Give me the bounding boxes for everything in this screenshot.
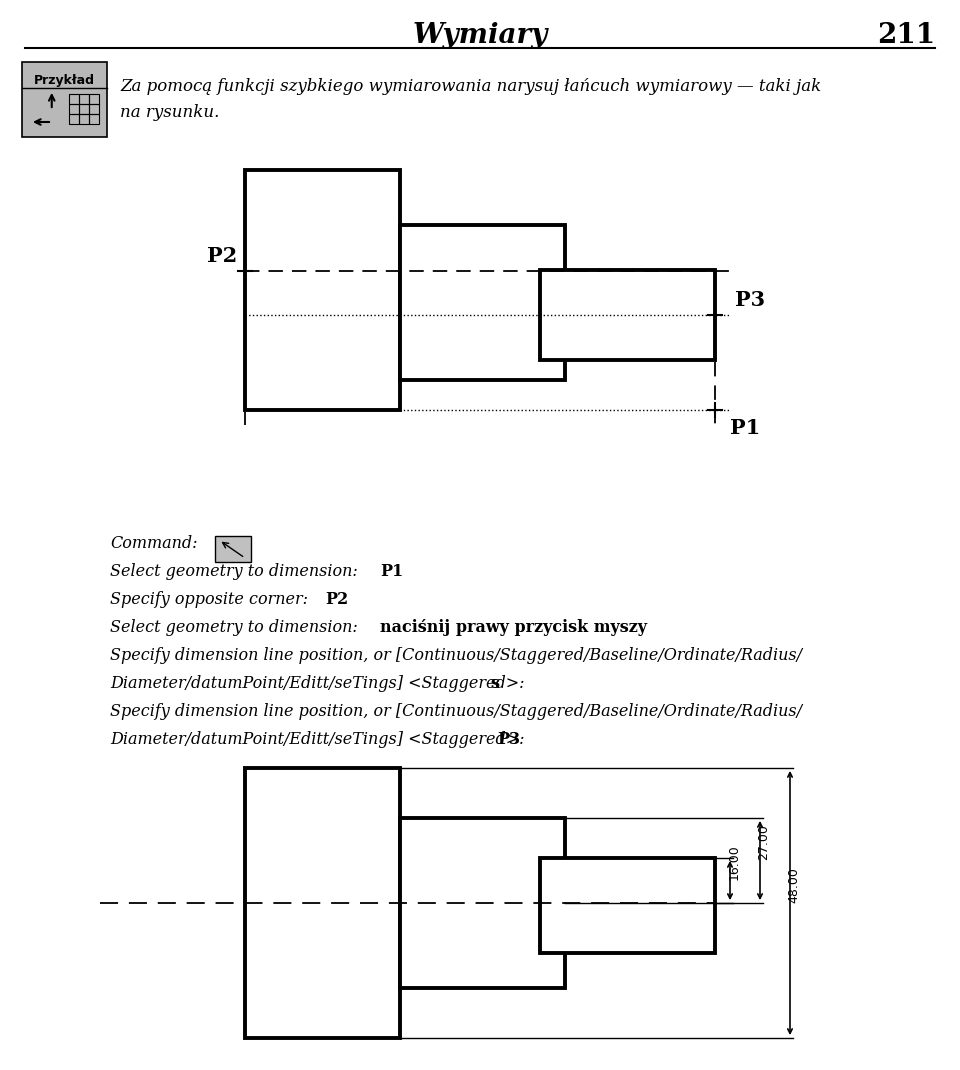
- Text: P1: P1: [730, 418, 760, 438]
- Text: Select geometry to dimension:: Select geometry to dimension:: [110, 620, 363, 636]
- Text: P1: P1: [380, 563, 403, 580]
- Bar: [540, 858, 715, 953]
- Text: Diameter/datumPoint/Editt/seTings] <Staggered>:: Diameter/datumPoint/Editt/seTings] <Stag…: [110, 675, 524, 692]
- Text: Command:: Command:: [110, 535, 198, 552]
- Bar: [69, 104, 79, 114]
- Bar: [79, 104, 88, 114]
- Text: Wymiary: Wymiary: [413, 22, 547, 49]
- Bar: [88, 104, 99, 114]
- Text: na rysunku.: na rysunku.: [120, 104, 220, 121]
- Bar: [540, 270, 715, 360]
- Bar: [400, 225, 565, 380]
- Text: Diameter/datumPoint/Editt/seTings] <Staggered>:: Diameter/datumPoint/Editt/seTings] <Stag…: [110, 731, 530, 748]
- Bar: [215, 536, 251, 562]
- Bar: [88, 114, 99, 124]
- Text: 16.00: 16.00: [728, 844, 740, 881]
- Bar: [69, 94, 79, 104]
- Text: P2: P2: [206, 246, 237, 265]
- Text: P2: P2: [325, 591, 348, 608]
- Text: s: s: [490, 675, 499, 692]
- Bar: [245, 170, 400, 410]
- Bar: [79, 114, 88, 124]
- Bar: [245, 768, 400, 1038]
- Bar: [79, 94, 88, 104]
- Text: 48.00: 48.00: [787, 867, 801, 903]
- Bar: [88, 94, 99, 104]
- Text: Select geometry to dimension:: Select geometry to dimension:: [110, 563, 363, 580]
- Text: P3: P3: [735, 290, 765, 310]
- Text: Przykład: Przykład: [34, 74, 95, 87]
- Text: 27.00: 27.00: [757, 825, 771, 860]
- Bar: [69, 114, 79, 124]
- Text: Za pomocą funkcji szybkiego wymiarowania narysuj łańcuch wymiarowy — taki jak: Za pomocą funkcji szybkiego wymiarowania…: [120, 78, 821, 95]
- Text: Specify dimension line position, or [Continuous/Staggered/Baseline/Ordinate/Radi: Specify dimension line position, or [Con…: [110, 647, 802, 664]
- Text: Specify dimension line position, or [Continuous/Staggered/Baseline/Ordinate/Radi: Specify dimension line position, or [Con…: [110, 703, 802, 720]
- Text: naciśnij prawy przycisk myszy: naciśnij prawy przycisk myszy: [380, 620, 647, 636]
- Text: Specify opposite corner:: Specify opposite corner:: [110, 591, 313, 608]
- Text: P3: P3: [497, 731, 520, 748]
- Text: 211: 211: [876, 22, 935, 49]
- Bar: [22, 62, 107, 137]
- Bar: [400, 817, 565, 988]
